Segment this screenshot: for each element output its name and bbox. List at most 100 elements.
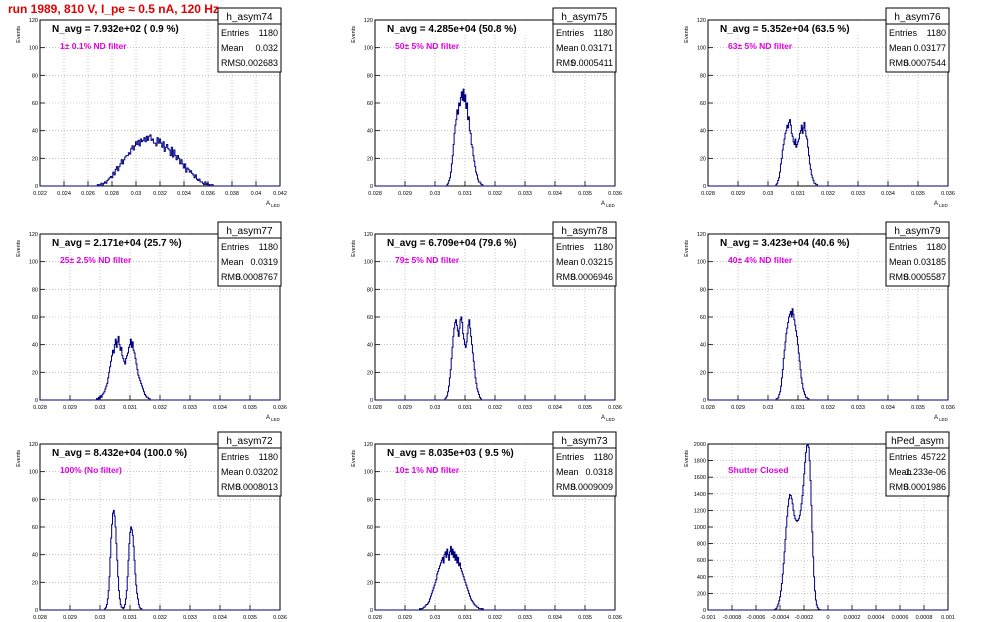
stats-box-title: h_asym77 — [226, 226, 273, 237]
histogram-panel-hPed_asym: -0.001 -0.0008 -0.0006 -0.0004 -0.0002 0 0.000… — [684, 431, 955, 621]
stats-box-frame — [885, 431, 950, 497]
x-tick-label: 0.029 — [63, 405, 77, 411]
x-tick-label: 0.028 — [368, 405, 382, 411]
histogram-panel-h_asym72: 0.028 0.029 0.03 0.031 0.032 0.033 0.034 0.035 0… — [16, 431, 287, 621]
x-tick-label: 0.035 — [243, 405, 257, 411]
y-tick-label: 0 — [35, 608, 38, 614]
stats-label: Mean — [556, 43, 579, 53]
x-tick-label: 0.0006 — [892, 615, 909, 621]
y-tick-label: 80 — [32, 497, 38, 503]
stats-box-frame — [885, 221, 950, 287]
navg-label: N_avg = 6.709e+04 (79.6 %) — [387, 238, 517, 249]
y-tick-label: 1400 — [694, 492, 706, 498]
y-tick-label: 120 — [697, 232, 706, 238]
stats-value: 1180 — [594, 28, 613, 38]
x-axis-label-subscript: LED — [271, 417, 281, 422]
stats-box: h_asym79 Entries 1180 Mean 0.03185 RMS0.00055… — [885, 221, 950, 287]
y-tick-label: 20 — [367, 370, 373, 376]
y-tick-label: 60 — [367, 525, 373, 531]
filter-note: 63± 5% ND filter — [728, 41, 793, 51]
stats-label: RMS — [556, 482, 576, 492]
y-tick-label: 0 — [370, 398, 373, 404]
x-tick-label: 0.0004 — [868, 615, 885, 621]
x-tick-label: 0.033 — [518, 191, 532, 197]
stats-value: 1180 — [259, 28, 278, 38]
stats-value: 0.0005587 — [903, 272, 946, 282]
navg-label-bg — [42, 236, 207, 249]
y-tick-label: 40 — [700, 343, 706, 349]
x-tick-label: 0.033 — [851, 191, 865, 197]
histogram-series — [40, 335, 280, 401]
x-axis-label-subscript: LED — [939, 203, 949, 208]
histogram-panel-h_asym78: 0.028 0.029 0.03 0.031 0.032 0.033 0.034 0.035 0… — [351, 221, 622, 422]
x-axis-label: A — [266, 201, 270, 207]
stats-label: RMS — [221, 272, 241, 282]
stats-label: Mean — [556, 257, 579, 267]
histogram-series — [375, 545, 615, 611]
x-tick-label: 0.032 — [488, 191, 502, 197]
x-tick-label: 0.03 — [763, 191, 774, 197]
x-tick-label: 0.035 — [911, 405, 925, 411]
stats-box: hPed_asym Entries 45722 Mean-1.233e-06 RMS0.… — [885, 431, 950, 497]
y-tick-label: 800 — [697, 542, 706, 548]
y-tick-label: 1600 — [694, 475, 706, 481]
x-axis-label: A — [934, 415, 938, 421]
stats-label: Mean — [889, 43, 912, 53]
x-tick-label: 0.036 — [273, 615, 287, 621]
stats-label: RMS — [556, 58, 576, 68]
y-tick-label: 100 — [29, 470, 38, 476]
y-tick-label: 40 — [32, 343, 38, 349]
y-tick-label: 0 — [35, 398, 38, 404]
stats-box: h_asym76 Entries 1180 Mean 0.03177 RMS0.00075… — [885, 7, 950, 73]
x-tick-label: 0.034 — [177, 191, 191, 197]
stats-value: 0.0007544 — [903, 58, 946, 68]
y-axis-label: Events — [684, 450, 690, 467]
stats-box-frame — [552, 221, 617, 287]
histogram-panel-h_asym74: 0.022 0.024 0.026 0.028 0.03 0.032 0.034 0.036 0… — [16, 7, 287, 208]
stats-label: Entries — [221, 28, 250, 38]
x-tick-label: 0.0008 — [916, 615, 933, 621]
navg-label-bg — [377, 446, 542, 459]
y-tick-label: 120 — [697, 18, 706, 24]
filter-note: 50± 5% ND filter — [395, 41, 460, 51]
y-tick-label: 120 — [364, 18, 373, 24]
stats-box-title: h_asym74 — [226, 12, 273, 23]
y-axis-label: Events — [351, 240, 357, 257]
stats-value: 1180 — [594, 242, 613, 252]
x-tick-label: 0.034 — [548, 191, 562, 197]
stats-box-title: h_asym75 — [561, 12, 608, 23]
y-tick-label: 0 — [703, 608, 706, 614]
x-tick-label: 0.028 — [33, 405, 47, 411]
y-tick-label: 20 — [32, 580, 38, 586]
y-tick-label: 60 — [32, 315, 38, 321]
stats-label: RMS — [221, 482, 241, 492]
x-tick-label: 0.029 — [398, 405, 412, 411]
y-tick-label: 80 — [32, 287, 38, 293]
navg-label: N_avg = 4.285e+04 (50.8 %) — [387, 24, 517, 35]
x-tick-label: 0.03 — [131, 191, 142, 197]
y-tick-label: 400 — [697, 575, 706, 581]
y-axis-label: Events — [684, 26, 690, 43]
stats-value: 0.0005411 — [571, 58, 613, 68]
x-tick-label: 0.031 — [791, 191, 805, 197]
x-tick-label: 0.03 — [763, 405, 774, 411]
stats-box: h_asym78 Entries 1180 Mean 0.03215 RMS0.00069… — [552, 221, 617, 287]
x-tick-label: 0.033 — [183, 615, 197, 621]
x-axis-label-subscript: LED — [606, 417, 616, 422]
y-tick-label: 40 — [367, 553, 373, 559]
navg-label-bg — [710, 22, 875, 35]
stats-label: Entries — [889, 242, 918, 252]
y-tick-label: 60 — [367, 101, 373, 107]
stats-box-frame — [552, 431, 617, 497]
stats-value: 0.0009009 — [570, 482, 613, 492]
stats-box-title: h_asym72 — [226, 436, 273, 447]
stats-value: 0.03202 — [245, 467, 278, 477]
x-tick-label: 0.035 — [911, 191, 925, 197]
x-tick-label: 0.036 — [273, 405, 287, 411]
y-tick-label: 80 — [32, 73, 38, 79]
x-tick-label: -0.0002 — [795, 615, 814, 621]
x-tick-label: 0.03 — [95, 615, 106, 621]
navg-label: N_avg = 8.035e+03 ( 9.5 %) — [387, 448, 514, 459]
y-tick-label: 120 — [29, 442, 38, 448]
stats-label: Entries — [889, 452, 918, 462]
